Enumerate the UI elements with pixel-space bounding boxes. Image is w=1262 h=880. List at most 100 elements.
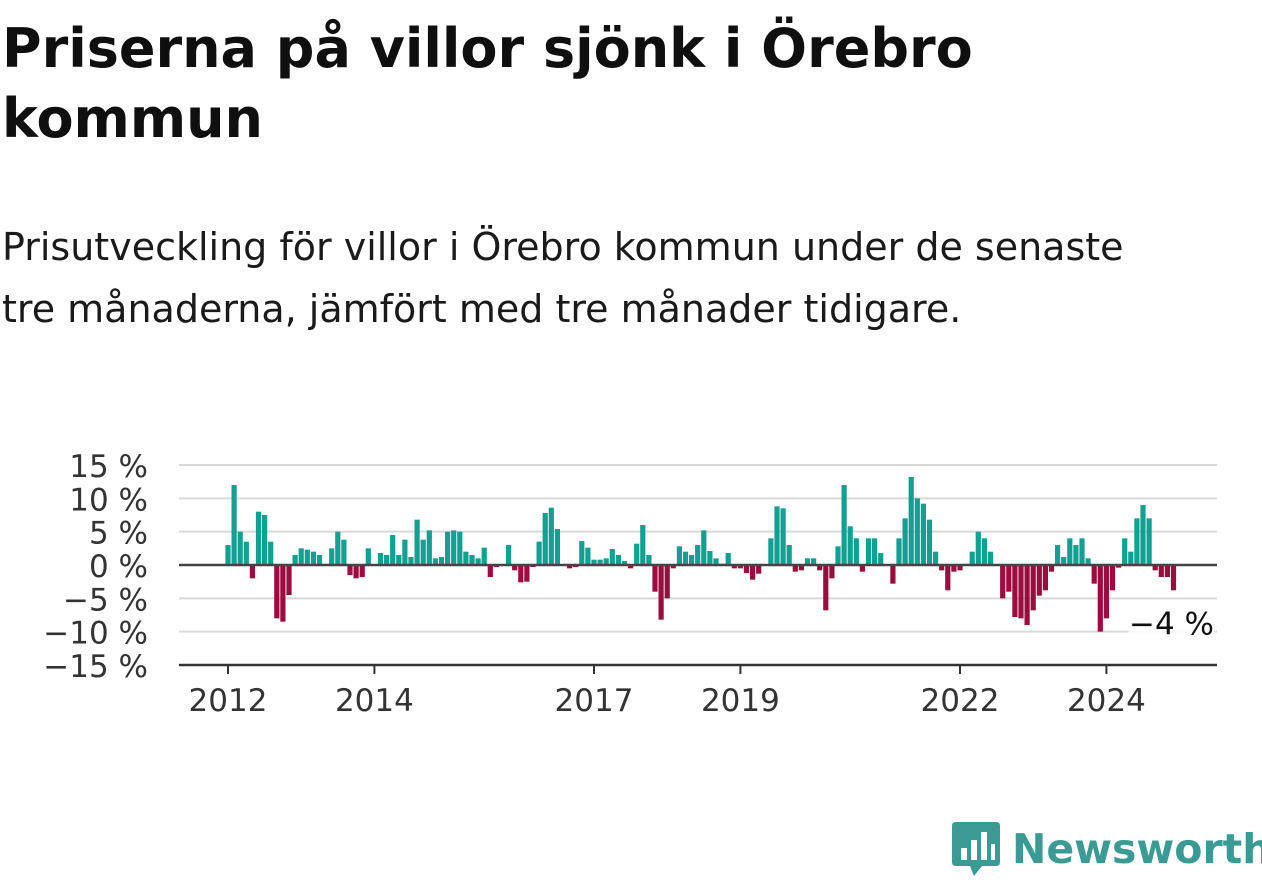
bar	[1140, 505, 1146, 565]
bar	[451, 530, 457, 565]
bar	[902, 518, 908, 565]
bar	[1036, 565, 1042, 596]
y-tick-label: −5 %	[63, 582, 148, 618]
bar	[1170, 565, 1177, 591]
bar	[408, 557, 414, 565]
x-tick-label: 2012	[189, 683, 268, 719]
bar	[390, 535, 396, 565]
bar	[695, 545, 701, 565]
bar	[920, 503, 926, 565]
bar	[823, 565, 829, 611]
bar	[926, 519, 933, 565]
y-tick-label: 0 %	[89, 549, 148, 585]
bar	[377, 553, 384, 565]
bar	[768, 538, 774, 565]
x-axis-ticks: 2012 2014 2017 2019 2022 2024	[189, 665, 1146, 719]
bar	[987, 551, 994, 565]
bar	[469, 555, 475, 565]
bar	[658, 565, 664, 620]
bar	[475, 558, 481, 565]
bar	[774, 506, 780, 565]
bar	[975, 531, 981, 565]
bar	[865, 538, 872, 565]
bar	[304, 549, 310, 565]
bar	[890, 565, 896, 584]
bar	[682, 551, 689, 565]
bar	[878, 553, 884, 565]
y-tick-label: −15 %	[43, 649, 148, 685]
bar	[701, 530, 707, 565]
bar	[225, 545, 231, 565]
bar	[634, 543, 640, 565]
bar	[506, 545, 512, 565]
bar	[1164, 565, 1170, 577]
bar	[536, 541, 542, 565]
bar	[341, 539, 347, 565]
bar	[859, 565, 865, 572]
bar	[463, 551, 469, 565]
last-value-label: −4 %	[1129, 606, 1214, 642]
bar	[542, 513, 548, 565]
bar	[298, 548, 304, 565]
x-tick-label: 2019	[701, 683, 780, 719]
bar	[426, 530, 432, 565]
bar	[1000, 565, 1006, 599]
bar	[359, 565, 365, 577]
y-axis-ticks: 15 %10 %5 %0 %−5 %−10 %−15 %	[43, 449, 148, 685]
bar	[951, 565, 957, 572]
bar	[231, 485, 237, 565]
bar	[1042, 565, 1048, 591]
bar	[591, 559, 597, 565]
bar	[707, 551, 713, 565]
y-tick-label: 5 %	[89, 516, 148, 552]
bar	[750, 565, 756, 580]
y-tick-label: −10 %	[43, 616, 148, 652]
bar	[396, 555, 402, 565]
newsworthy-logo-icon	[952, 822, 1000, 876]
bar	[1079, 538, 1085, 565]
bar	[1152, 565, 1158, 571]
bar	[512, 565, 518, 571]
bar	[1061, 557, 1067, 565]
bar	[853, 538, 859, 565]
y-tick-label: 15 %	[69, 449, 148, 485]
bar	[420, 539, 426, 565]
bar	[1109, 565, 1116, 591]
bar	[1116, 565, 1122, 568]
bar	[725, 553, 731, 565]
bar	[335, 531, 341, 565]
bar	[316, 555, 323, 565]
bar	[280, 565, 286, 622]
bar	[670, 565, 676, 569]
bar	[1103, 565, 1109, 619]
bar	[780, 508, 786, 565]
bar	[1006, 565, 1012, 592]
bar	[640, 525, 646, 565]
bar	[939, 565, 945, 571]
bar	[872, 538, 878, 565]
bar	[1097, 565, 1103, 632]
bar	[847, 526, 853, 565]
annotations: −4 %	[1128, 605, 1215, 644]
bar	[896, 538, 902, 565]
bar	[554, 529, 560, 565]
bar	[597, 559, 603, 565]
bar	[579, 541, 585, 565]
y-tick-label: 10 %	[69, 482, 148, 518]
bar	[1055, 545, 1061, 565]
bar	[792, 565, 798, 572]
bar	[402, 539, 408, 565]
bar	[1085, 558, 1091, 565]
bar	[414, 519, 420, 565]
chart-subtitle: Prisutveckling för villor i Örebro kommu…	[2, 225, 1124, 331]
bar	[445, 531, 451, 565]
bar	[1091, 565, 1097, 584]
bar	[914, 498, 920, 565]
bar	[817, 565, 823, 571]
bar	[548, 507, 554, 565]
bar	[835, 546, 841, 565]
bar	[310, 551, 316, 565]
bar	[689, 555, 695, 565]
bar	[487, 565, 493, 577]
bar	[585, 547, 591, 565]
